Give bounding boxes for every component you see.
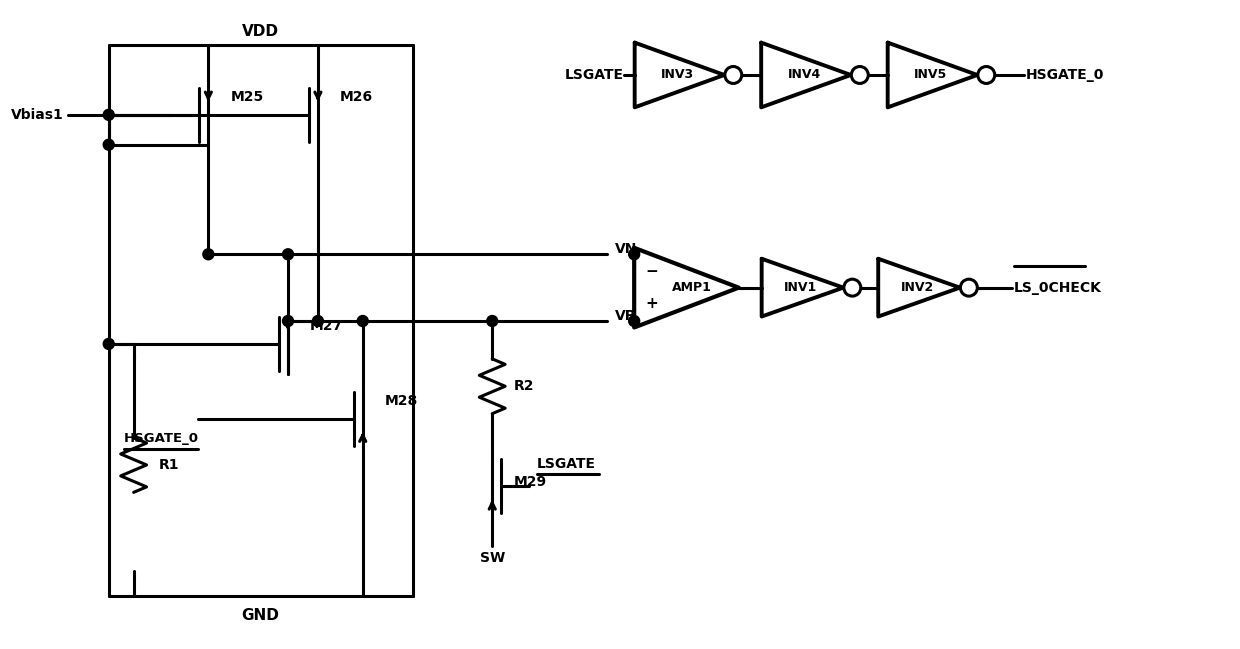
Circle shape <box>103 338 114 349</box>
Text: VP: VP <box>615 309 636 323</box>
Text: INV5: INV5 <box>914 69 947 82</box>
Text: M26: M26 <box>340 90 373 104</box>
Text: SW: SW <box>480 551 505 565</box>
Text: VN: VN <box>615 242 637 256</box>
Text: M28: M28 <box>384 394 418 408</box>
Text: LS_0CHECK: LS_0CHECK <box>1013 280 1101 295</box>
Text: R1: R1 <box>159 458 179 472</box>
Circle shape <box>203 249 213 260</box>
Circle shape <box>312 315 324 326</box>
Circle shape <box>487 315 497 326</box>
Text: AMP1: AMP1 <box>672 281 712 294</box>
Text: VDD: VDD <box>242 23 279 39</box>
Circle shape <box>844 279 861 296</box>
Text: −: − <box>646 264 658 279</box>
Text: INV4: INV4 <box>787 69 821 82</box>
Circle shape <box>283 315 294 326</box>
Circle shape <box>629 315 640 326</box>
Circle shape <box>283 249 294 260</box>
Text: M25: M25 <box>231 90 264 104</box>
Text: HSGATE_0: HSGATE_0 <box>124 432 198 445</box>
Text: R2: R2 <box>515 379 534 393</box>
Text: Vbias1: Vbias1 <box>11 108 64 122</box>
Circle shape <box>103 140 114 150</box>
Circle shape <box>725 66 742 84</box>
Text: +: + <box>646 296 658 311</box>
Circle shape <box>978 66 994 84</box>
Text: INV2: INV2 <box>900 281 934 294</box>
Text: LSGATE: LSGATE <box>537 458 596 471</box>
Text: LSGATE: LSGATE <box>564 68 624 82</box>
Circle shape <box>852 66 868 84</box>
Text: −: − <box>1014 259 1025 273</box>
Text: M29: M29 <box>515 475 547 489</box>
Text: GND: GND <box>242 608 279 623</box>
Text: INV1: INV1 <box>784 281 817 294</box>
Text: M27: M27 <box>310 319 343 333</box>
Circle shape <box>961 279 977 296</box>
Text: HSGATE_0: HSGATE_0 <box>1027 68 1105 82</box>
Circle shape <box>629 249 640 260</box>
Text: INV3: INV3 <box>661 69 694 82</box>
Circle shape <box>103 109 114 120</box>
Circle shape <box>357 315 368 326</box>
